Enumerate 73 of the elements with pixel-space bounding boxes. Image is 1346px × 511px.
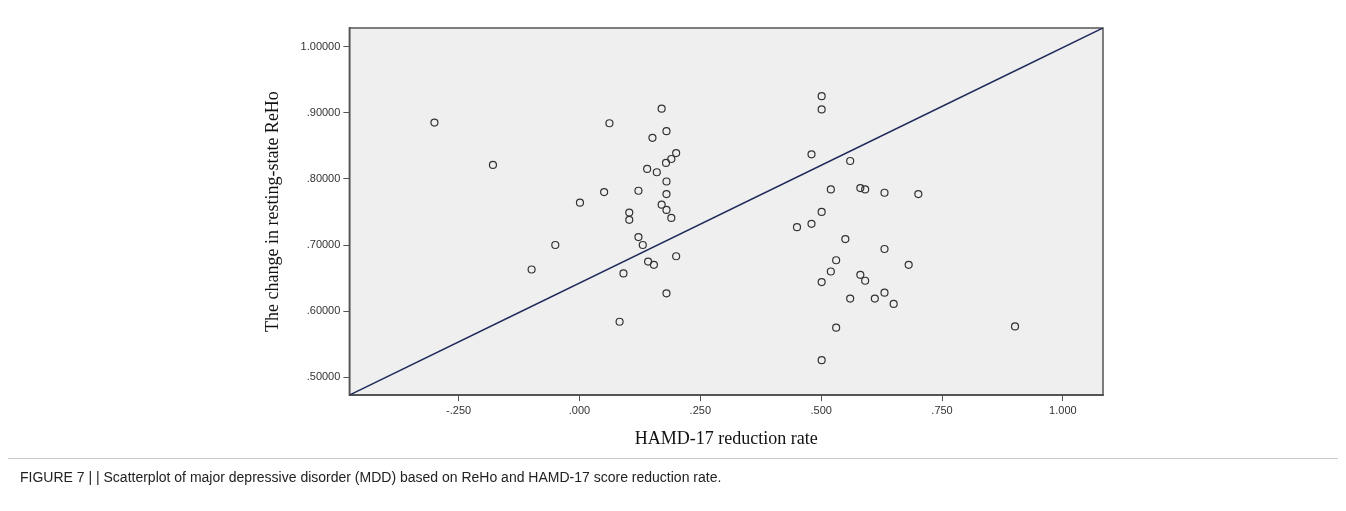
- x-tick-label: 1.000: [1049, 403, 1077, 416]
- point: [662, 289, 671, 298]
- point: [846, 294, 855, 303]
- caption: FIGURE 7 | | Scatterplot of major depressive disorder (MDD) based on ReHo and HAMD-17 score reduction rate.: [8, 458, 1338, 495]
- point: [619, 269, 628, 278]
- y-tick-label: .50000: [306, 370, 341, 383]
- point: [807, 150, 816, 159]
- point: [861, 276, 870, 285]
- point: [652, 168, 661, 177]
- point: [662, 189, 671, 199]
- point: [634, 186, 643, 195]
- x-tick-label: .500: [810, 403, 832, 416]
- point: [870, 294, 879, 303]
- point: [648, 133, 657, 142]
- point: [527, 265, 536, 274]
- point: [657, 104, 666, 113]
- point: [826, 267, 835, 276]
- point: [846, 156, 855, 166]
- point: [861, 185, 870, 194]
- point: [904, 260, 913, 269]
- point: [672, 252, 681, 261]
- point: [575, 198, 585, 207]
- point: [662, 177, 671, 186]
- x-tick-label: .750: [931, 403, 953, 416]
- point: [551, 240, 560, 250]
- x-tick-label: .000: [568, 403, 591, 416]
- y-axis-title: The change in resting-state ReHo: [261, 91, 282, 333]
- point: [625, 215, 634, 224]
- point: [662, 127, 671, 136]
- y-tick-label: .80000: [306, 171, 341, 184]
- point: [649, 260, 659, 269]
- point: [856, 270, 865, 279]
- point: [817, 356, 826, 365]
- point: [856, 184, 865, 193]
- point: [817, 105, 826, 114]
- point: [667, 213, 676, 222]
- point: [817, 207, 826, 217]
- point: [817, 277, 826, 287]
- point: [817, 92, 826, 101]
- point: [807, 219, 816, 228]
- point: [634, 232, 643, 242]
- point: [880, 288, 889, 297]
- point: [643, 164, 652, 174]
- point: [880, 244, 889, 254]
- y-tick-label: 1.00000: [300, 39, 341, 52]
- point: [1010, 322, 1020, 331]
- point: [625, 208, 634, 217]
- point: [615, 317, 624, 326]
- x-tick-label: -.250: [446, 403, 472, 416]
- point: [672, 148, 681, 158]
- y-tick-label: .70000: [306, 238, 341, 251]
- point: [832, 256, 841, 265]
- point: [841, 234, 850, 244]
- point: [662, 205, 671, 215]
- point: [488, 160, 498, 170]
- point: [430, 118, 439, 127]
- point: [605, 119, 614, 128]
- x-axis-title: HAMD-17 reduction rate: [634, 427, 818, 448]
- point: [644, 257, 653, 266]
- point: [914, 189, 923, 199]
- point: [880, 188, 889, 197]
- point: [600, 187, 609, 197]
- point: [661, 158, 671, 168]
- point: [889, 299, 898, 308]
- point: [792, 223, 802, 232]
- point: [826, 185, 835, 194]
- y-tick-label: .90000: [306, 105, 341, 118]
- point: [638, 240, 647, 250]
- point: [657, 200, 666, 209]
- point: [667, 154, 676, 164]
- x-tick-label: .250: [689, 403, 712, 416]
- point: [832, 323, 841, 332]
- y-tick-label: .60000: [306, 304, 341, 317]
